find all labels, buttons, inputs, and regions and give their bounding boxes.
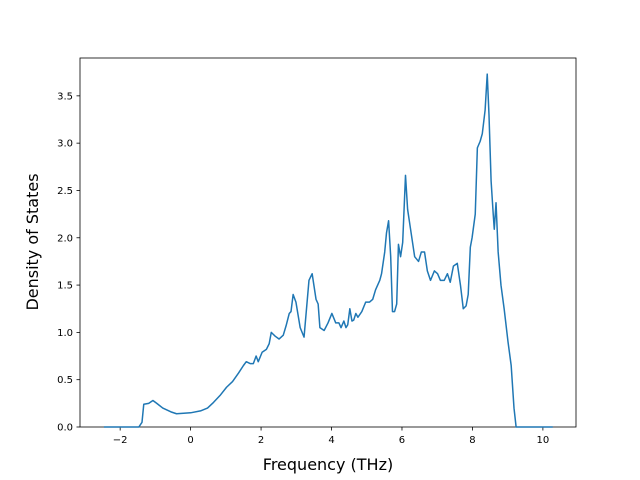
x-tick-label: 4 [328, 435, 334, 446]
y-tick-label: 0.0 [57, 423, 73, 434]
x-tick-label: 10 [537, 435, 550, 446]
y-tick-label: 2.0 [57, 233, 73, 244]
x-tick-label: 2 [258, 435, 264, 446]
y-tick-label: 0.5 [57, 375, 73, 386]
y-tick-label: 3.5 [57, 91, 73, 102]
y-tick-label: 1.0 [57, 328, 73, 339]
y-tick-label: 3.0 [57, 139, 73, 150]
x-axis-label: Frequency (THz) [263, 455, 393, 474]
y-tick-label: 2.5 [57, 186, 73, 197]
x-tick-label: 0 [187, 435, 193, 446]
plot-frame [79, 57, 577, 428]
x-tick-label: 6 [399, 435, 405, 446]
x-tick-label: −2 [113, 435, 128, 446]
x-tick-label: 8 [469, 435, 475, 446]
line-series [103, 73, 553, 428]
y-axis-label: Density of States [23, 173, 42, 310]
y-tick-label: 1.5 [57, 281, 73, 292]
